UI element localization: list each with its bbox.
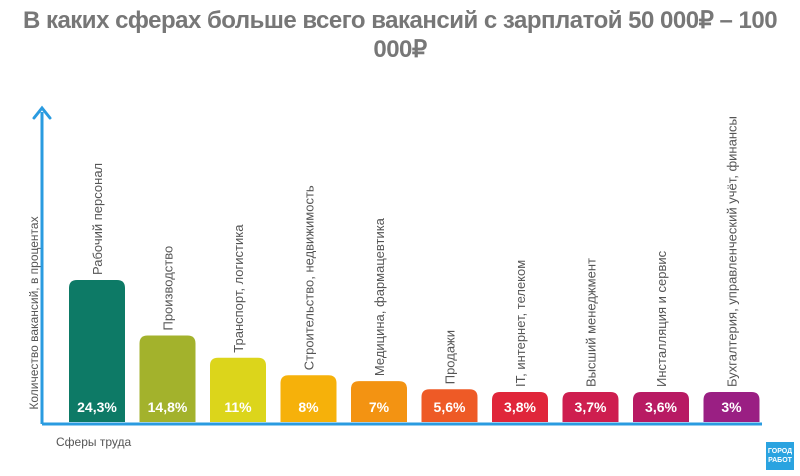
category-label: Производство <box>161 246 176 331</box>
gorod-rabot-logo: ГОРОД РАБОТ <box>766 442 794 470</box>
bar <box>351 381 407 422</box>
axes <box>32 105 762 426</box>
category-label: Продажи <box>443 330 458 384</box>
logo-line-2: РАБОТ <box>768 457 792 464</box>
bar <box>492 392 548 422</box>
bars: 24,3% Рабочий персонал 14,8% Производство 11… <box>69 116 760 422</box>
category-label: Строительство, недвижимость <box>302 185 317 370</box>
bar-value-label: 3% <box>721 399 742 415</box>
category-label: Инсталляция и сервис <box>654 250 669 387</box>
category-label: Бухгалтерия, управленческий учёт, финанс… <box>725 116 740 387</box>
bar <box>280 375 337 422</box>
bar <box>633 392 689 422</box>
bar <box>69 280 125 422</box>
bar-value-label: 3,7% <box>575 399 607 415</box>
bar <box>139 335 196 422</box>
bar-value-label: 11% <box>224 399 252 415</box>
category-label: Рабочий персонал <box>90 163 105 275</box>
y-axis-arrow <box>32 105 52 120</box>
logo-line-1: ГОРОД <box>767 448 793 455</box>
bar-value-label: 14,8% <box>148 399 188 415</box>
category-label: Медицина, фармацевтика <box>372 217 387 376</box>
x-axis-label: Сферы труда <box>56 435 131 449</box>
bar <box>562 392 619 422</box>
category-label: Высший менеджмент <box>584 258 599 387</box>
bar <box>210 357 266 422</box>
category-label: IT, интернет, телеком <box>513 260 528 387</box>
y-axis-label: Количество вакансий, в процентах <box>27 216 41 409</box>
bar-value-label: 5,6% <box>434 399 466 415</box>
bar-value-label: 24,3% <box>77 399 117 415</box>
bar-value-label: 8% <box>298 399 319 415</box>
bar <box>703 392 760 422</box>
bar <box>421 389 478 422</box>
chart-title: В каких сферах больше всего вакансий с з… <box>22 7 778 63</box>
category-label: Транспорт, логистика <box>231 224 246 353</box>
bar-value-label: 3,8% <box>504 399 536 415</box>
bar-value-label: 3,6% <box>645 399 677 415</box>
bar-value-label: 7% <box>369 399 390 415</box>
